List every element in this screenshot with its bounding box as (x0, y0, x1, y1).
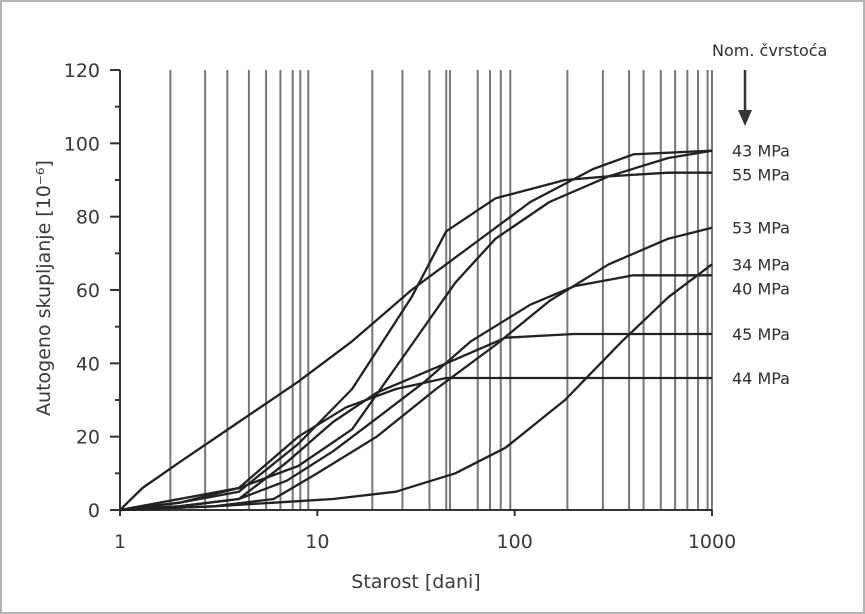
y-tick-label: 80 (76, 207, 100, 229)
series-line (119, 332, 712, 512)
y-ticks: 0 20 40 60 80 100 120 (64, 60, 120, 522)
series-line (119, 274, 712, 512)
x-tick-label: 1 (114, 531, 126, 553)
y-tick-label: 100 (64, 133, 100, 155)
series-label: 44 MPa (732, 369, 790, 388)
y-axis-title: Autogeno skupljanje [10⁻⁶] (33, 160, 55, 416)
series-line (119, 149, 713, 511)
series-line (119, 376, 712, 512)
series-label: 40 MPa (732, 279, 790, 298)
x-tick-label: 10 (305, 531, 329, 553)
series-lines (119, 149, 713, 512)
series-label: 43 MPa (732, 142, 790, 161)
legend-title: Nom. čvrstoća (712, 41, 827, 60)
down-arrow-icon (738, 70, 752, 126)
x-axis-title: Starost [dani] (351, 571, 480, 593)
x-ticks: 1 10 100 1000 (114, 510, 736, 553)
vertical-grid (169, 70, 713, 510)
series-labels: 43 MPa 55 MPa 53 MPa 34 MPa 40 MPa 45 MPa 44 M… (732, 142, 790, 388)
y-tick-label: 60 (76, 280, 100, 302)
x-tick-label: 1000 (688, 531, 736, 553)
series-line (119, 263, 713, 512)
series-label: 34 MPa (732, 255, 790, 274)
y-tick-label: 0 (88, 500, 100, 522)
y-tick-label: 40 (76, 353, 100, 375)
y-tick-label: 20 (76, 427, 100, 449)
series-line (119, 171, 712, 512)
series-line (119, 149, 713, 512)
series-label: 53 MPa (732, 219, 790, 238)
series-label: 55 MPa (732, 166, 790, 185)
y-tick-label: 120 (64, 60, 100, 82)
series-line (119, 226, 713, 512)
x-tick-label: 100 (497, 531, 533, 553)
series-label: 45 MPa (732, 325, 790, 344)
